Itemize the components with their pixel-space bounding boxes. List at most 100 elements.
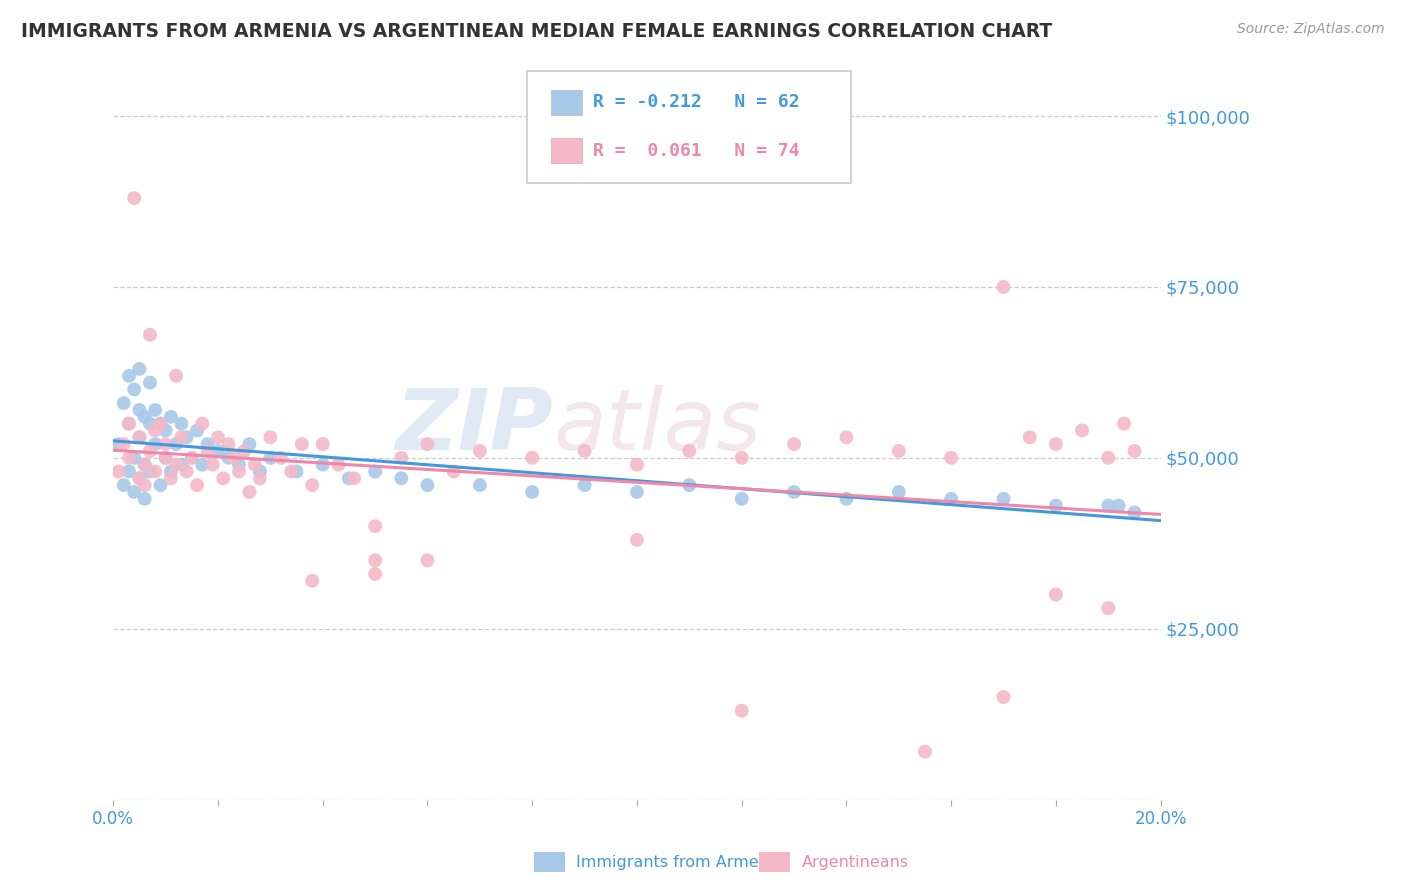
- Point: [238, 485, 260, 500]
- Point: [291, 437, 314, 451]
- Point: [118, 450, 141, 465]
- Point: [416, 478, 439, 492]
- Point: [312, 437, 335, 451]
- Point: [180, 450, 202, 465]
- Point: [522, 450, 544, 465]
- Point: [416, 437, 439, 451]
- Point: [1123, 444, 1146, 458]
- Point: [155, 424, 177, 438]
- Point: [783, 485, 806, 500]
- Point: [887, 485, 910, 500]
- Point: [139, 376, 162, 390]
- Point: [731, 491, 754, 506]
- Point: [522, 485, 544, 500]
- Point: [1112, 417, 1135, 431]
- Point: [112, 396, 135, 410]
- Point: [941, 450, 963, 465]
- Point: [118, 465, 141, 479]
- Point: [118, 417, 141, 431]
- Point: [139, 444, 162, 458]
- Point: [233, 444, 256, 458]
- Point: [280, 465, 302, 479]
- Point: [887, 444, 910, 458]
- Point: [835, 430, 858, 444]
- Point: [678, 478, 700, 492]
- Point: [626, 533, 648, 547]
- Point: [1123, 506, 1146, 520]
- Point: [228, 458, 250, 472]
- Point: [143, 424, 166, 438]
- Point: [128, 362, 150, 376]
- Point: [1045, 437, 1067, 451]
- Point: [191, 458, 214, 472]
- Point: [155, 450, 177, 465]
- Point: [389, 471, 412, 485]
- Point: [228, 465, 250, 479]
- Point: [1108, 499, 1130, 513]
- Point: [134, 491, 156, 506]
- Point: [155, 450, 177, 465]
- Point: [468, 478, 491, 492]
- Point: [118, 417, 141, 431]
- Point: [134, 458, 156, 472]
- Point: [128, 430, 150, 444]
- Point: [128, 430, 150, 444]
- Text: Argentineans: Argentineans: [801, 855, 908, 870]
- Point: [731, 704, 754, 718]
- Point: [259, 450, 281, 465]
- Point: [993, 280, 1015, 294]
- Point: [364, 553, 387, 567]
- Point: [143, 465, 166, 479]
- Point: [122, 191, 145, 205]
- Point: [218, 450, 240, 465]
- Point: [128, 471, 150, 485]
- Point: [285, 465, 308, 479]
- Point: [1097, 499, 1119, 513]
- Text: R = -0.212   N = 62: R = -0.212 N = 62: [593, 94, 800, 112]
- Point: [993, 491, 1015, 506]
- Point: [191, 417, 214, 431]
- Point: [626, 458, 648, 472]
- Text: IMMIGRANTS FROM ARMENIA VS ARGENTINEAN MEDIAN FEMALE EARNINGS CORRELATION CHART: IMMIGRANTS FROM ARMENIA VS ARGENTINEAN M…: [21, 22, 1052, 41]
- Point: [122, 383, 145, 397]
- Point: [176, 430, 198, 444]
- Point: [149, 478, 172, 492]
- Point: [197, 444, 219, 458]
- Point: [207, 444, 229, 458]
- Point: [143, 403, 166, 417]
- Point: [468, 444, 491, 458]
- Point: [249, 471, 271, 485]
- Point: [731, 450, 754, 465]
- Point: [139, 417, 162, 431]
- Point: [180, 450, 202, 465]
- Point: [312, 458, 335, 472]
- Point: [835, 491, 858, 506]
- Point: [678, 444, 700, 458]
- Point: [112, 478, 135, 492]
- Point: [112, 437, 135, 451]
- Point: [1018, 430, 1040, 444]
- Point: [160, 471, 183, 485]
- Point: [337, 471, 360, 485]
- Point: [139, 327, 162, 342]
- Point: [941, 491, 963, 506]
- Point: [1045, 587, 1067, 601]
- Point: [143, 437, 166, 451]
- Point: [301, 478, 323, 492]
- Point: [259, 430, 281, 444]
- Text: R =  0.061   N = 74: R = 0.061 N = 74: [593, 142, 800, 160]
- Point: [134, 478, 156, 492]
- Point: [416, 553, 439, 567]
- Text: Immigrants from Armenia: Immigrants from Armenia: [576, 855, 783, 870]
- Point: [128, 471, 150, 485]
- Point: [783, 437, 806, 451]
- Text: Source: ZipAtlas.com: Source: ZipAtlas.com: [1237, 22, 1385, 37]
- Point: [574, 444, 596, 458]
- Point: [207, 430, 229, 444]
- Point: [134, 458, 156, 472]
- Text: atlas: atlas: [553, 384, 761, 468]
- Point: [238, 437, 260, 451]
- Point: [170, 430, 193, 444]
- Point: [107, 437, 129, 451]
- Point: [364, 519, 387, 533]
